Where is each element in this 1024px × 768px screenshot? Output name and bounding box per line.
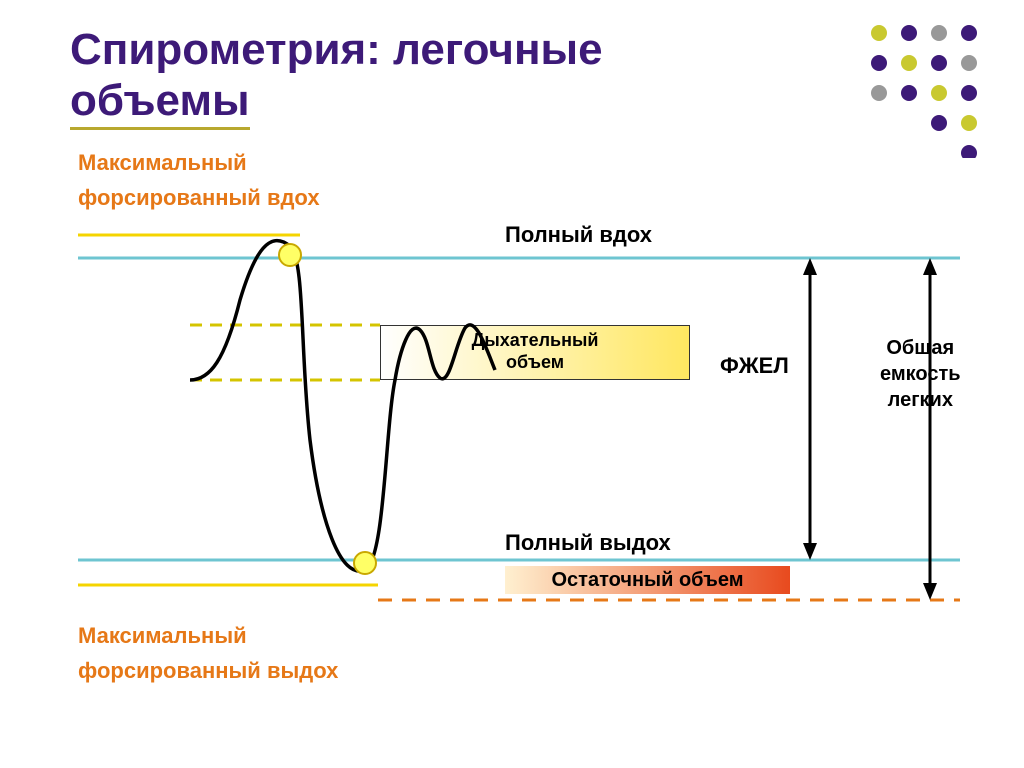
tlc-label: Общая емкость легких (880, 335, 961, 413)
residual-volume-box: Остаточный объем (505, 566, 790, 594)
tidal-l2: объем (506, 352, 564, 372)
full-exhale-label: Полный выдох (505, 530, 671, 556)
max-exhale-l1: Максимальный (78, 623, 247, 648)
max-inhale-l2: форсированный вдох (78, 185, 320, 210)
fvc-label: ФЖЕЛ (720, 353, 789, 379)
tlc-l1: Общая (886, 337, 954, 359)
tidal-volume-box: Дыхательный объем (380, 325, 690, 380)
decorative-dots (864, 18, 994, 158)
residual-text: Остаточный объем (551, 569, 743, 591)
max-inhale-l1: Максимальный (78, 150, 247, 175)
tlc-l2: емкость (880, 363, 961, 385)
page-title: Спирометрия: легочные объемы (70, 25, 603, 126)
title-line1: Спирометрия: легочные (70, 25, 603, 74)
max-exhale-l2: форсированный выдох (78, 658, 338, 683)
tidal-l1: Дыхательный (472, 330, 599, 350)
max-inhale-label: Максимальный форсированный вдох (78, 145, 320, 215)
title-line2: объемы (70, 76, 250, 130)
tlc-l3: легких (888, 389, 953, 411)
max-exhale-label: Максимальный форсированный выдох (78, 618, 338, 688)
full-inhale-label: Полный вдох (505, 222, 652, 248)
